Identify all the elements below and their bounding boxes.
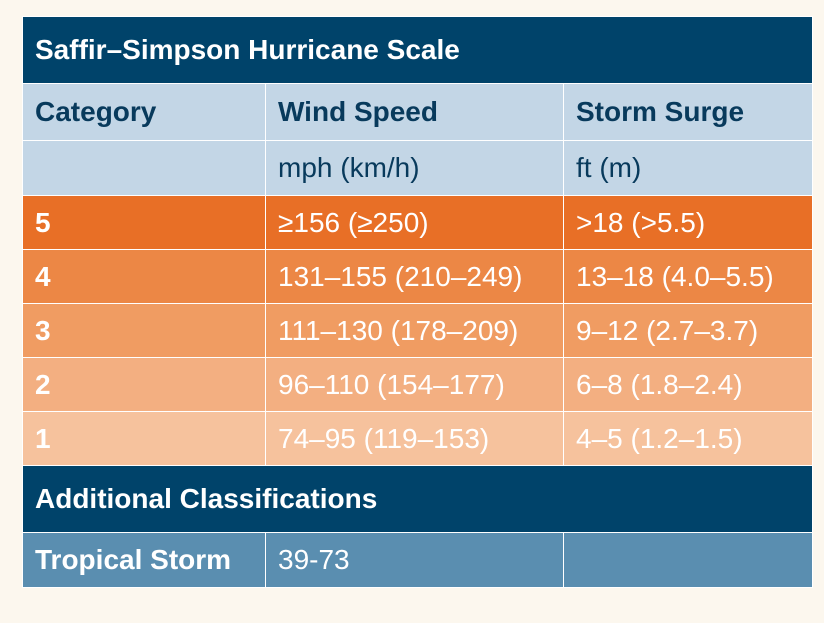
wind-speed-value: 96–110 (154–177) (265, 357, 564, 412)
tropical-storm-row: Tropical Storm 39-73 (22, 532, 814, 588)
wind-speed-value: 74–95 (119–153) (265, 411, 564, 466)
additional-classifications-row: Additional Classifications (21, 465, 814, 533)
category-3-row: 3 111–130 (178–209) 9–12 (2.7–3.7) (22, 303, 814, 358)
wind-speed-units: mph (km/h) (265, 140, 564, 196)
wind-speed-value: 131–155 (210–249) (265, 249, 564, 304)
category-number: 3 (22, 303, 266, 358)
storm-surge-value (562, 532, 814, 588)
storm-surge-value: >18 (>5.5) (562, 195, 814, 250)
category-5-row: 5 ≥156 (≥250) >18 (>5.5) (22, 195, 814, 250)
storm-surge-value: 13–18 (4.0–5.5) (562, 249, 814, 304)
category-number: 1 (22, 411, 266, 466)
category-2-row: 2 96–110 (154–177) 6–8 (1.8–2.4) (22, 357, 814, 412)
wind-speed-value: 111–130 (178–209) (265, 303, 564, 358)
table-title: Saffir–Simpson Hurricane Scale (21, 16, 814, 84)
storm-surge-units: ft (m) (562, 140, 814, 196)
column-header-row: Category Wind Speed Storm Surge (22, 83, 814, 141)
units-row: mph (km/h) ft (m) (22, 140, 814, 196)
category-header: Category (22, 83, 266, 141)
storm-surge-value: 9–12 (2.7–3.7) (562, 303, 814, 358)
category-1-row: 1 74–95 (119–153) 4–5 (1.2–1.5) (22, 411, 814, 466)
category-units-cell (22, 140, 266, 196)
category-number: 4 (22, 249, 266, 304)
wind-speed-value: 39-73 (265, 532, 564, 588)
additional-classifications-title: Additional Classifications (21, 465, 814, 533)
wind-speed-value: ≥156 (≥250) (265, 195, 564, 250)
title-row: Saffir–Simpson Hurricane Scale (21, 16, 814, 84)
classification-label: Tropical Storm (22, 532, 266, 588)
storm-surge-value: 4–5 (1.2–1.5) (562, 411, 814, 466)
wind-speed-header: Wind Speed (265, 83, 564, 141)
category-number: 2 (22, 357, 266, 412)
saffir-simpson-table: Saffir–Simpson Hurricane Scale Category … (21, 16, 814, 588)
storm-surge-header: Storm Surge (562, 83, 814, 141)
category-4-row: 4 131–155 (210–249) 13–18 (4.0–5.5) (22, 249, 814, 304)
storm-surge-value: 6–8 (1.8–2.4) (562, 357, 814, 412)
category-number: 5 (22, 195, 266, 250)
